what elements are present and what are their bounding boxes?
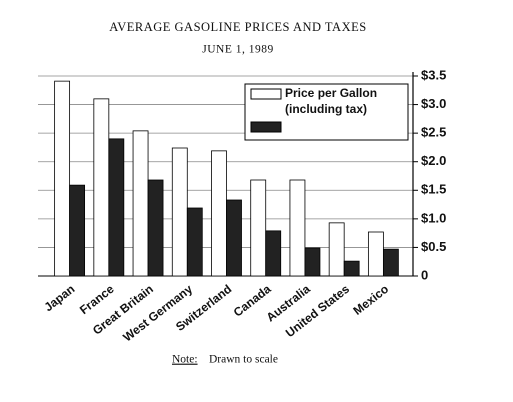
bar [265,230,282,277]
bar [328,222,345,277]
bar [93,98,110,277]
bar [54,80,71,277]
bar [250,179,267,277]
chart-title: AVERAGE GASOLINE PRICES AND TAXES [109,20,366,34]
bar [382,248,399,277]
bar [289,179,306,277]
legend-swatch [250,121,282,133]
bar [226,199,242,277]
bar [69,184,86,277]
y-tick-label: $3.0 [421,96,446,111]
note-label: Note: [172,354,198,366]
bar [304,247,321,277]
bar [108,138,125,277]
y-tick-label: $1.0 [421,210,446,225]
legend-swatch [250,88,282,100]
y-tick-label: 0 [421,267,428,282]
bar [211,150,227,277]
bar [186,207,203,277]
bar [171,147,188,277]
note-text: Drawn to scale [209,354,278,366]
x-tick-label: Japan [41,282,77,314]
legend-label: Price per Gallon (including tax) [285,86,377,116]
x-tick-label: Mexico [351,282,392,318]
y-tick-label: $0.5 [421,239,446,254]
bar [367,231,384,277]
bar [147,179,164,277]
y-tick-label: $2.5 [421,125,446,140]
bar [343,260,360,277]
y-tick-label: $3.5 [421,67,446,82]
x-tick-label: West Germany [120,282,195,345]
chart-subtitle: JUNE 1, 1989 [202,44,274,56]
bar [132,130,149,277]
y-tick-label: $2.0 [421,153,446,168]
y-tick-label: $1.5 [421,182,446,197]
